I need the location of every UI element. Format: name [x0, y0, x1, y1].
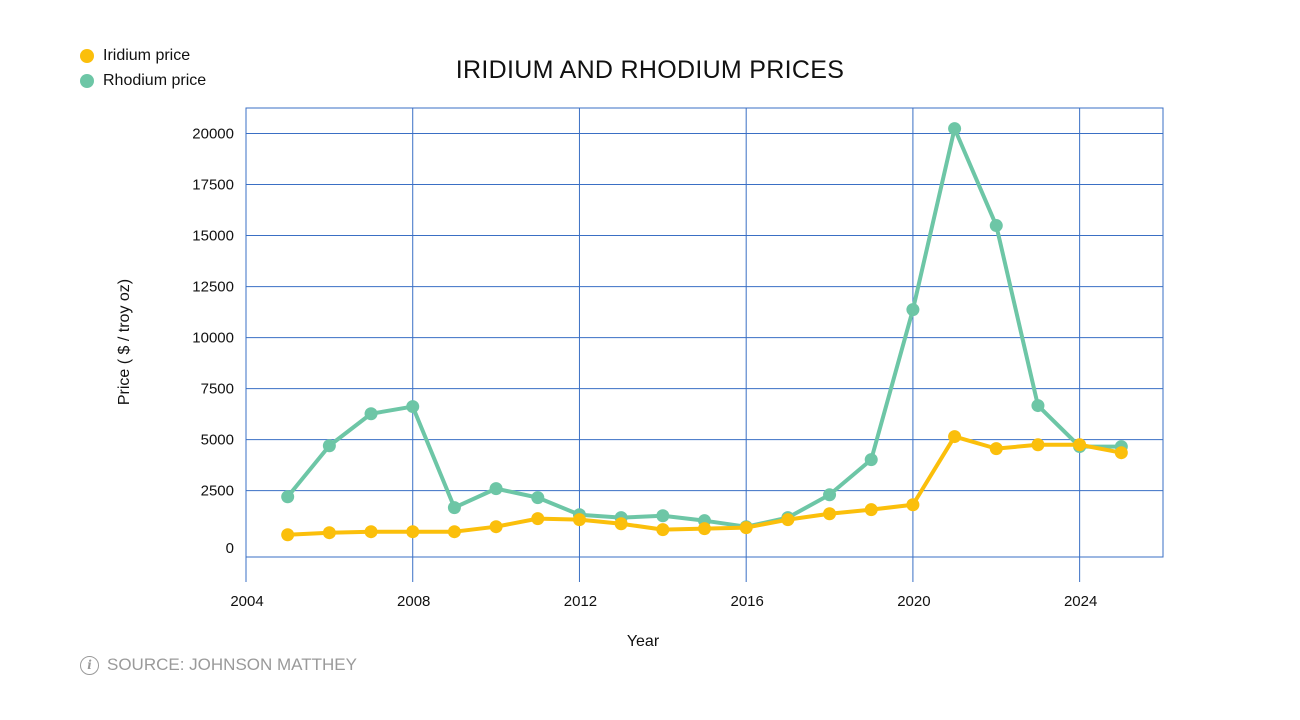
data-point-rhodium [489, 482, 503, 496]
y-tick-label: 10000 [192, 330, 234, 347]
data-point-rhodium [948, 122, 962, 136]
x-tick-label: 2008 [397, 593, 430, 610]
legend-item-rhodium[interactable]: Rhodium price [80, 68, 206, 93]
data-point-iridium [1031, 438, 1045, 452]
y-tick-label: 20000 [192, 126, 234, 143]
y-tick-label: 12500 [192, 279, 234, 296]
x-tick-label: 2024 [1064, 593, 1097, 610]
x-tick-label: 2012 [564, 593, 597, 610]
data-point-iridium [781, 513, 795, 527]
data-point-rhodium [406, 400, 420, 414]
x-axis-label: Year [627, 633, 660, 650]
legend-marker-rhodium [80, 73, 94, 88]
y-tick-label: 15000 [192, 228, 234, 245]
legend-label: Iridium price [103, 46, 191, 64]
data-point-iridium [1073, 438, 1087, 452]
data-point-iridium [948, 430, 962, 444]
data-point-rhodium [864, 453, 878, 467]
legend: Iridium price Rhodium price [80, 43, 206, 93]
data-point-rhodium [364, 407, 378, 421]
chart-title: IRIDIUM AND RHODIUM PRICES [455, 56, 845, 84]
y-tick-label: 17500 [192, 177, 234, 194]
data-point-iridium [531, 512, 545, 526]
data-point-iridium [906, 498, 920, 512]
data-point-rhodium [322, 439, 336, 453]
y-tick-label: 7500 [201, 381, 234, 398]
plot-frame [245, 107, 1164, 558]
data-point-iridium [322, 526, 336, 540]
data-point-iridium [823, 507, 837, 521]
data-point-iridium [364, 525, 378, 539]
y-tick-label: 0 [226, 540, 234, 557]
data-point-rhodium [281, 490, 295, 504]
data-point-rhodium [823, 488, 837, 502]
data-point-iridium [656, 523, 670, 537]
x-tick-label: 2004 [230, 593, 263, 610]
data-point-rhodium [906, 303, 920, 317]
data-point-rhodium [447, 501, 461, 515]
x-tick-label: 2020 [897, 593, 930, 610]
legend-label: Rhodium price [103, 71, 207, 89]
data-point-iridium [572, 513, 586, 527]
legend-marker-iridium [80, 48, 94, 63]
y-axis-label: Price ( $ / troy oz) [116, 279, 133, 405]
source-note: i SOURCE: JOHNSON MATTHEY [80, 655, 357, 675]
data-point-iridium [614, 517, 628, 531]
data-point-iridium [281, 528, 295, 542]
data-point-iridium [698, 522, 711, 536]
legend-item-iridium[interactable]: Iridium price [80, 43, 206, 68]
data-point-rhodium [656, 509, 670, 523]
x-tick-label: 2016 [730, 593, 763, 610]
data-point-iridium [864, 503, 878, 517]
data-point-rhodium [989, 219, 1003, 233]
data-point-iridium [1114, 446, 1128, 460]
data-point-iridium [489, 520, 503, 534]
info-icon: i [80, 655, 99, 675]
y-tick-label: 5000 [201, 432, 234, 449]
data-point-rhodium [531, 491, 545, 505]
data-point-iridium [447, 525, 461, 539]
data-point-rhodium [1031, 399, 1045, 413]
data-point-iridium [406, 525, 420, 539]
data-point-iridium [989, 442, 1003, 456]
y-tick-label: 2500 [201, 483, 234, 500]
source-text: SOURCE: JOHNSON MATTHEY [107, 655, 357, 674]
data-point-iridium [739, 521, 753, 535]
